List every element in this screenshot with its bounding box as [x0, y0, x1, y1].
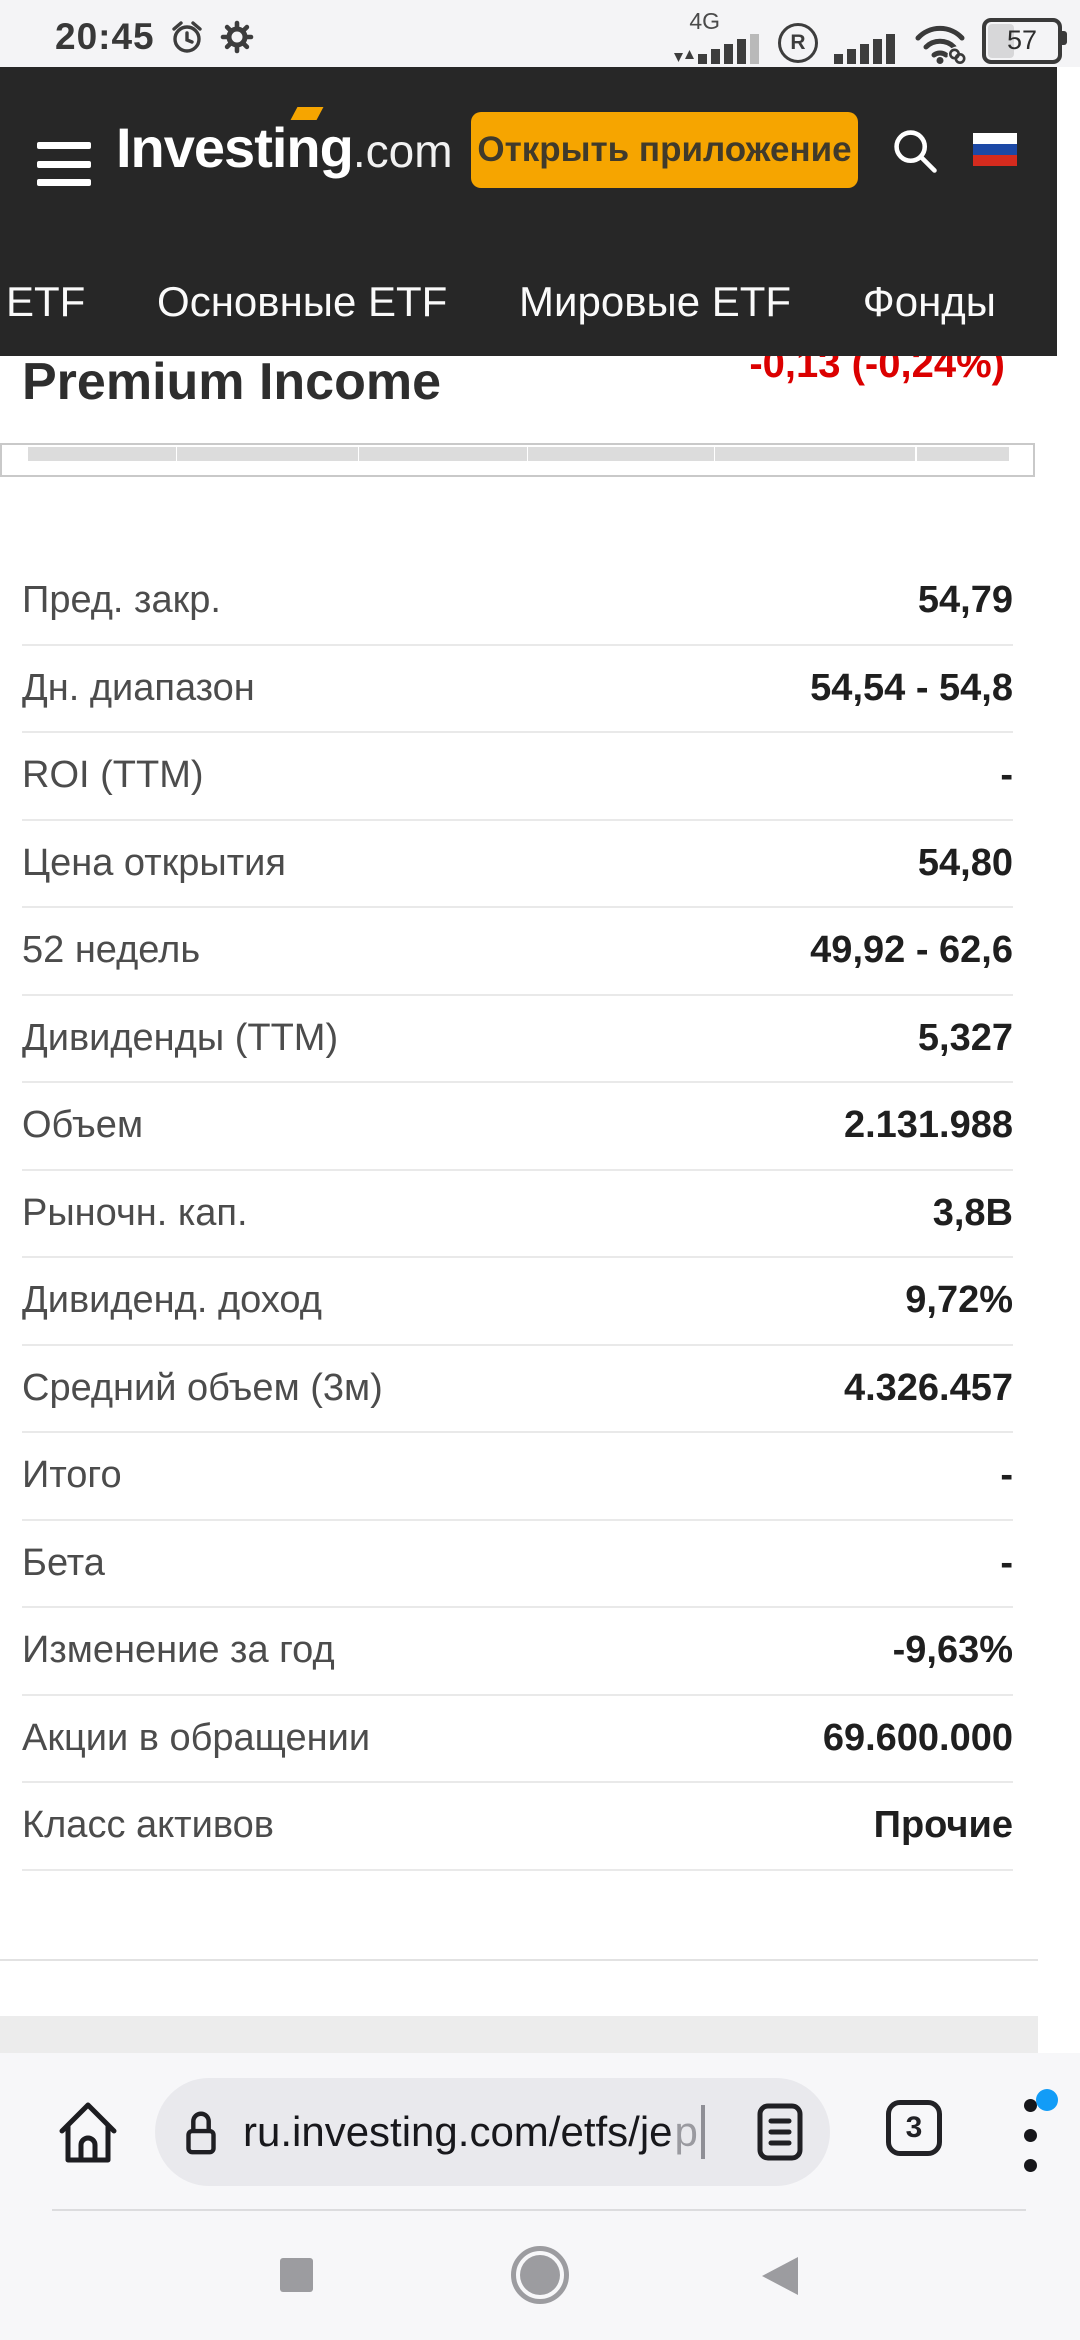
stat-value: -: [1000, 1454, 1013, 1497]
table-row: Дн. диапазон 54,54 - 54,8: [22, 646, 1013, 733]
table-row: 52 недель 49,92 - 62,6: [22, 908, 1013, 996]
home-icon[interactable]: [50, 2094, 126, 2170]
alarm-icon: [169, 19, 205, 55]
stat-value: 5,327: [917, 1016, 1013, 1059]
logo-text: Investing: [116, 116, 354, 179]
table-row: Итого -: [22, 1433, 1013, 1521]
tab-count: 3: [905, 2111, 923, 2144]
stat-value: -9,63%: [892, 1629, 1013, 1672]
clock: 20:45: [55, 15, 155, 57]
stat-value: 54,54 - 54,8: [810, 666, 1013, 709]
stat-label: Бета: [22, 1541, 105, 1584]
stat-label: Дн. диапазон: [22, 666, 255, 709]
footer-band: [0, 2016, 1038, 2053]
stat-value: 54,80: [917, 841, 1013, 884]
nav-tab[interactable]: Основные ETF: [157, 278, 448, 325]
stat-value: 69.600.000: [822, 1716, 1013, 1759]
table-row: Пред. закр. 54,79: [22, 558, 1013, 646]
overview-table-clipped[interactable]: [0, 443, 1035, 477]
url-text-clipped: p: [674, 2108, 698, 2155]
lock-icon: [186, 2111, 216, 2155]
table-row: Изменение за год -9,63%: [22, 1608, 1013, 1696]
status-icons: 4G R: [673, 7, 1067, 64]
stat-label: Объем: [22, 1104, 144, 1147]
stat-value: Прочие: [873, 1804, 1013, 1847]
stat-label: Итого: [22, 1454, 122, 1497]
roaming-icon: R: [778, 22, 818, 63]
stat-label: Цена открытия: [22, 841, 286, 884]
signal-bars-icon: [698, 33, 759, 64]
stat-label: Рыночн. кап.: [22, 1191, 248, 1234]
toolbar-divider: [52, 2209, 1026, 2211]
notification-dot: [1036, 2089, 1058, 2111]
table-cell-placeholder: [715, 447, 915, 461]
stat-label: Дивиденды (TTM): [22, 1016, 339, 1059]
open-app-button[interactable]: Открыть приложение: [471, 112, 858, 188]
signal-bars-icon: [834, 33, 895, 64]
hamburger-menu-icon[interactable]: [37, 142, 91, 186]
gear-icon: [219, 19, 255, 55]
table-row: Дивиденд. доход 9,72%: [22, 1258, 1013, 1346]
app-header: Investing.com Открыть приложение ETF Осн…: [0, 67, 1057, 356]
stat-label: Акции в обращении: [22, 1716, 371, 1759]
nav-tab[interactable]: Мировые ETF: [519, 278, 792, 325]
table-row: Бета -: [22, 1521, 1013, 1608]
nav-tab[interactable]: Фонды: [862, 278, 996, 325]
stat-label: 52 недель: [22, 929, 201, 972]
stat-value: 49,92 - 62,6: [810, 929, 1013, 972]
status-bar: 20:45 4G: [0, 0, 1080, 67]
table-cell-placeholder: [917, 447, 1009, 461]
reader-mode-icon[interactable]: [756, 2101, 804, 2163]
stat-value: 3,8B: [932, 1191, 1013, 1234]
language-flag-russia[interactable]: [973, 133, 1017, 166]
home-button[interactable]: [511, 2246, 569, 2304]
table-row: Акции в обращении 69.600.000: [22, 1696, 1013, 1783]
stat-value: 2.131.988: [843, 1104, 1013, 1147]
network-type-label: 4G: [689, 7, 720, 34]
url-bar[interactable]: ru.investing.com/etfs/je p: [155, 2078, 830, 2186]
table-row: Класс активов Прочие: [22, 1783, 1013, 1871]
recents-button[interactable]: [280, 2258, 313, 2292]
logo-suffix: .com: [352, 125, 453, 177]
browser-menu-icon[interactable]: [1024, 2099, 1037, 2189]
stat-value: -: [1000, 754, 1013, 797]
data-arrows-icon: [674, 49, 694, 62]
stat-value: 4.326.457: [843, 1366, 1013, 1409]
table-row: Средний объем (3м) 4.326.457: [22, 1346, 1013, 1433]
battery-icon: 57: [982, 17, 1067, 64]
text-cursor: [700, 2105, 705, 2159]
url-text: ru.investing.com/etfs/je: [243, 2108, 673, 2155]
signal-4g-icon: 4G: [673, 7, 762, 64]
stat-label: Средний объем (3м): [22, 1366, 383, 1409]
back-button[interactable]: [762, 2257, 798, 2295]
stat-label: Класс активов: [22, 1804, 274, 1847]
table-cell-placeholder: [528, 447, 714, 461]
stat-label: ROI (TTM): [22, 754, 204, 797]
table-cell-placeholder: [359, 447, 527, 461]
etf-nav: ETF Основные ETF Мировые ETF Фонды: [6, 262, 996, 342]
stat-label: Дивиденд. доход: [22, 1279, 322, 1322]
stat-value: 9,72%: [905, 1279, 1013, 1322]
table-row: Дивиденды (TTM) 5,327: [22, 996, 1013, 1083]
stat-label: Пред. закр.: [22, 579, 221, 622]
stat-value: -: [1000, 1541, 1013, 1584]
table-cell-placeholder: [28, 447, 176, 461]
stat-label: Изменение за год: [22, 1629, 335, 1672]
table-row: Рыночн. кап. 3,8B: [22, 1171, 1013, 1258]
table-row: Объем 2.131.988: [22, 1083, 1013, 1171]
table-cell-placeholder: [177, 447, 358, 461]
wifi-hotspot-icon: [915, 25, 966, 64]
table-row: ROI (TTM) -: [22, 733, 1013, 821]
investing-logo[interactable]: Investing.com: [116, 107, 453, 180]
page-title: Premium Income: [22, 353, 442, 411]
search-icon[interactable]: [889, 125, 941, 177]
tab-switcher-button[interactable]: 3: [886, 2100, 942, 2156]
stats-list: Пред. закр. 54,79 Дн. диапазон 54,54 - 5…: [22, 558, 1013, 1871]
battery-level: 57: [1006, 25, 1038, 55]
table-row: Цена открытия 54,80: [22, 821, 1013, 908]
stat-value: 54,79: [917, 579, 1013, 622]
section-divider: [0, 1959, 1038, 1961]
nav-tab[interactable]: ETF: [6, 278, 86, 325]
